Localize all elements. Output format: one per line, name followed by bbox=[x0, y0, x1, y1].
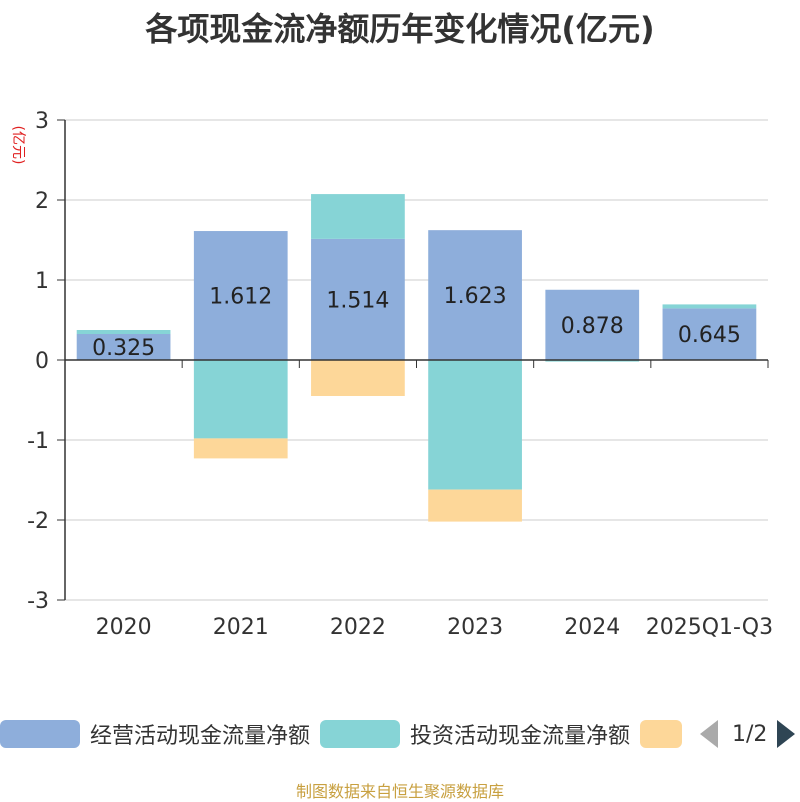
axes: -3 -2 -1 0 1 2 3 2020 2021 2022 2023 2024 2025Q1-Q3 bbox=[27, 109, 773, 640]
bar-segment-0 bbox=[76, 334, 171, 360]
y-tick-label: 1 bbox=[35, 269, 49, 294]
bar-segment-1 bbox=[311, 194, 405, 239]
pager-next-icon[interactable] bbox=[777, 720, 796, 748]
x-tick-label: 2020 bbox=[96, 615, 152, 640]
x-tick-label: 2021 bbox=[213, 615, 269, 640]
bars: 0.325 1.612 1.514 1.623 0.878 0.645 bbox=[76, 194, 757, 522]
legend: 经营活动现金流量净额 投资活动现金流量净额 1/2 bbox=[0, 716, 800, 752]
pager-prev-icon[interactable] bbox=[700, 720, 718, 748]
data-label: 1.612 bbox=[209, 285, 272, 310]
x-tick-label: 2025Q1-Q3 bbox=[646, 615, 773, 640]
legend-item-investing[interactable]: 投资活动现金流量净额 bbox=[320, 716, 630, 752]
bar-segment-0 bbox=[311, 238, 405, 360]
bar-segment-1 bbox=[193, 360, 288, 439]
data-label: 1.514 bbox=[326, 288, 389, 313]
y-tick-label: 3 bbox=[35, 109, 49, 134]
legend-swatch-investing bbox=[320, 720, 400, 748]
bar-segment-0 bbox=[428, 230, 522, 360]
data-label: 0.645 bbox=[678, 323, 741, 348]
chart-title: 各项现金流净额历年变化情况(亿元) bbox=[145, 10, 655, 48]
data-label: 0.325 bbox=[92, 336, 155, 361]
x-tick-label: 2024 bbox=[564, 615, 620, 640]
bar-segment-1 bbox=[428, 360, 522, 490]
y-tick-label: -1 bbox=[27, 429, 49, 454]
bar-segment-1 bbox=[662, 304, 757, 309]
y-tick-label: -3 bbox=[27, 589, 49, 614]
pager-page-indicator: 1/2 bbox=[732, 721, 768, 747]
bar-segment-0 bbox=[193, 231, 288, 360]
grid-lines bbox=[65, 119, 768, 601]
source-footnote: 制图数据来自恒生聚源数据库 bbox=[295, 782, 504, 801]
y-tick-label: -2 bbox=[27, 509, 49, 534]
legend-item-operating[interactable]: 经营活动现金流量净额 bbox=[0, 716, 310, 752]
bar-segment-0 bbox=[662, 308, 757, 360]
y-tick-label: 0 bbox=[35, 349, 49, 374]
bar-segment-1 bbox=[76, 330, 171, 334]
data-label: 1.623 bbox=[444, 284, 507, 309]
y-tick-label: 2 bbox=[35, 189, 49, 214]
bar-segment-2 bbox=[311, 360, 405, 396]
legend-label-operating: 经营活动现金流量净额 bbox=[90, 724, 311, 749]
legend-pager: 1/2 bbox=[700, 716, 796, 752]
data-label: 0.878 bbox=[561, 314, 624, 339]
legend-swatch-financing bbox=[640, 720, 682, 748]
bar-segment-2 bbox=[428, 489, 522, 522]
bar-segment-1 bbox=[545, 360, 640, 362]
bar-segment-0 bbox=[545, 289, 640, 360]
x-tick-label: 2022 bbox=[330, 615, 386, 640]
y-axis-unit-label: (亿元) bbox=[10, 126, 26, 165]
legend-label-investing: 投资活动现金流量净额 bbox=[410, 724, 631, 749]
x-tick-label: 2023 bbox=[447, 615, 503, 640]
legend-item-financing[interactable] bbox=[640, 716, 682, 752]
bar-segment-2 bbox=[193, 438, 288, 459]
legend-swatch-operating bbox=[0, 720, 80, 748]
